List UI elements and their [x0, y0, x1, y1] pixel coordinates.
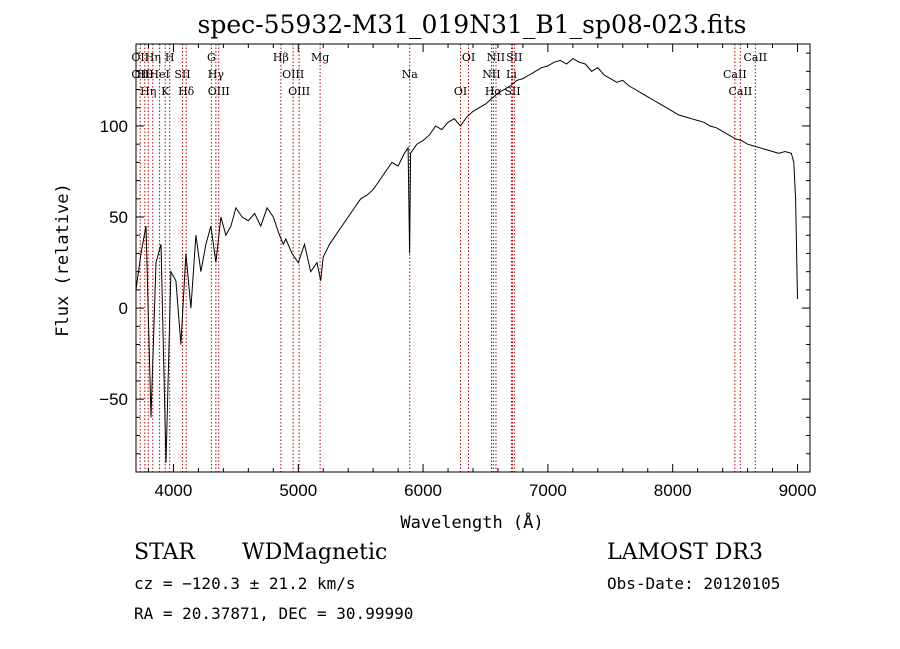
x-axis-ticks: 4000 5000 6000 7000 8000 9000 [147, 44, 817, 500]
x-tick-label: 5000 [279, 481, 317, 500]
y-axis-ticks: −50 0 50 100 [99, 52, 810, 455]
y-tick-label: −50 [99, 390, 128, 409]
line-marker-label: Na [402, 68, 419, 81]
x-tick-label: 7000 [529, 481, 567, 500]
line-marker-label: Hη [145, 51, 161, 64]
line-marker-label: SII [504, 85, 520, 98]
x-tick-label: 4000 [155, 481, 193, 500]
line-marker-label: OIII [282, 68, 304, 81]
line-marker-label: OI [454, 85, 467, 98]
redshift-velocity: cz = −120.3 ± 21.2 km/s [134, 574, 356, 593]
line-marker-label: Hα [485, 85, 503, 98]
x-tick-label: 9000 [779, 481, 817, 500]
line-marker-label: Hθ [137, 68, 154, 81]
x-axis-label: Wavelength (Å) [400, 511, 543, 533]
line-marker-label: NII [482, 68, 500, 81]
y-tick-label: 100 [100, 117, 128, 136]
line-marker-label: Hδ [178, 85, 195, 98]
y-tick-label: 0 [119, 299, 128, 318]
line-marker-label: G [207, 51, 216, 64]
line-marker-label: HeI [149, 68, 169, 81]
x-tick-label: 8000 [654, 481, 692, 500]
line-marker-label: Li [506, 68, 517, 81]
line-marker-label: Mg [311, 51, 329, 64]
y-tick-label: 50 [109, 208, 128, 227]
line-marker-label: Hβ [273, 51, 289, 64]
line-marker-label: Hη [140, 85, 156, 98]
line-marker-label: NII [487, 51, 505, 64]
observation-date: Obs-Date: 20120105 [607, 574, 780, 593]
line-marker-label: H [165, 51, 175, 64]
line-marker-label: OIII [288, 85, 310, 98]
plot-frame [135, 43, 811, 473]
object-class: STAR [134, 540, 196, 565]
spectrum-line [135, 57, 798, 463]
line-marker-label: K [161, 85, 170, 98]
x-tick-label: 6000 [404, 481, 442, 500]
object-subclass: WDMagnetic [242, 540, 387, 565]
line-marker-label: CaII [723, 68, 747, 81]
line-marker-label: OIII [208, 85, 230, 98]
y-axis-label: Flux (relative) [53, 183, 73, 337]
line-marker-label: CaII [729, 85, 753, 98]
emission-line-labels: OIIOIIHθHηHηHeIKHSIIHδGHγOIIIHβOIIIOIIIM… [131, 51, 767, 98]
line-marker-label: SII [174, 68, 190, 81]
chart-title: spec-55932-M31_019N31_B1_sp08-023.fits [198, 10, 747, 39]
line-marker-label: CaII [743, 51, 767, 64]
survey-name: LAMOST DR3 [607, 540, 763, 565]
line-marker-label: Hγ [208, 68, 225, 81]
line-marker-label: OI [462, 51, 475, 64]
emission-line-markers [139, 44, 756, 472]
ra-dec-coordinates: RA = 20.37871, DEC = 30.99990 [134, 604, 413, 623]
line-marker-label: SII [506, 51, 522, 64]
